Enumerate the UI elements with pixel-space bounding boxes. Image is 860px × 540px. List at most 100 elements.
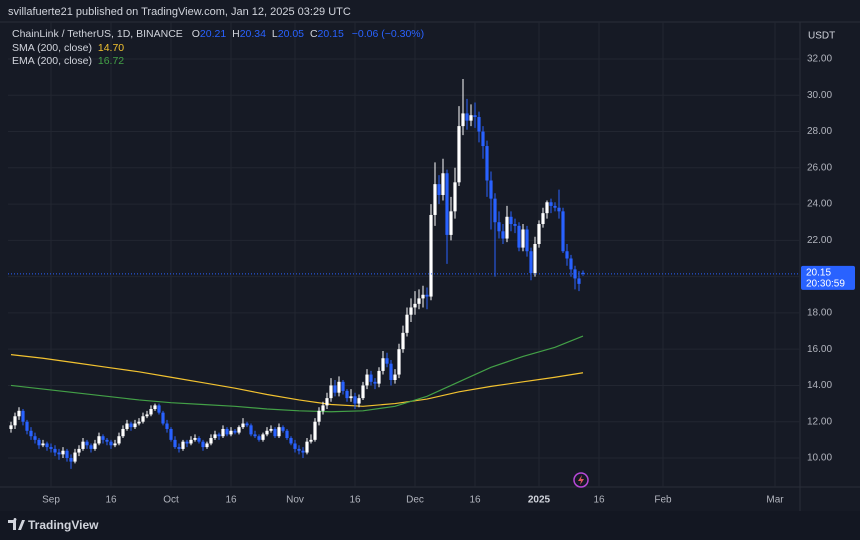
x-tick-label: Nov <box>286 495 304 506</box>
x-tick-label: Oct <box>163 495 179 506</box>
candle-body <box>269 428 273 431</box>
candle-body <box>301 450 305 453</box>
candle-body <box>213 434 217 439</box>
candle-body <box>173 439 177 448</box>
candle-body <box>505 216 509 239</box>
candle-body <box>9 425 13 429</box>
candle-body <box>253 434 257 437</box>
candle-body <box>469 115 473 121</box>
legend-ema: EMA (200, close) 16.72 <box>12 55 124 67</box>
countdown: 20:30:59 <box>806 279 845 290</box>
candle-body <box>225 428 229 435</box>
candle-body <box>413 303 417 308</box>
candle-body <box>553 205 557 208</box>
candle-body <box>157 405 161 413</box>
event-icon[interactable] <box>573 472 589 488</box>
candle-body <box>249 425 253 435</box>
candle-body <box>145 414 149 417</box>
candle-body <box>325 398 329 406</box>
ohlc-value: 20.15 <box>318 28 344 40</box>
candle-body <box>61 450 65 455</box>
candle-body <box>97 436 101 444</box>
candle-body <box>581 272 585 274</box>
candle-body <box>17 410 21 417</box>
candle-body <box>129 423 133 428</box>
candle-body <box>501 231 505 239</box>
candle-body <box>433 184 437 215</box>
candle-body <box>233 430 237 433</box>
candle-body <box>297 448 301 451</box>
x-tick-label: 16 <box>593 495 605 506</box>
candle-body <box>333 385 337 393</box>
legend: ChainLink / TetherUS, 1D, BINANCE O20.21… <box>12 28 424 40</box>
candle-body <box>273 428 277 437</box>
candle-body <box>529 251 533 273</box>
candle-body <box>197 438 201 442</box>
candle-body <box>53 448 57 453</box>
candle-body <box>265 430 269 435</box>
candle-body <box>533 243 537 273</box>
candle-body <box>557 207 561 212</box>
candle-body <box>437 184 441 196</box>
candle-body <box>241 423 245 428</box>
candle-body <box>193 438 197 440</box>
legend-name: EMA (200, close) <box>12 55 92 67</box>
candle-body <box>65 450 69 458</box>
candle-body <box>409 307 413 315</box>
candle-body <box>525 229 529 252</box>
logo[interactable]: TradingView <box>8 518 99 532</box>
candle-body <box>281 427 285 431</box>
candle-body <box>481 131 485 147</box>
candle-body <box>261 434 265 440</box>
candle-body <box>549 202 553 206</box>
candle-body <box>353 396 357 404</box>
ma-line <box>10 335 584 413</box>
candle-body <box>25 421 29 431</box>
candle-body <box>161 412 165 424</box>
candle-body <box>257 436 261 440</box>
candle-body <box>245 423 249 426</box>
last-price-box <box>801 265 855 290</box>
x-tick-label: Sep <box>42 495 60 506</box>
candle-body <box>317 410 321 422</box>
candle-body <box>125 423 129 429</box>
legend-name: SMA (200, close) <box>12 42 92 54</box>
candle-body <box>85 441 89 446</box>
candle-body <box>69 457 73 462</box>
candle-body <box>73 452 77 462</box>
candle-body <box>133 423 137 428</box>
candle-body <box>405 314 409 333</box>
candle-body <box>285 430 289 439</box>
candle-body <box>349 396 353 399</box>
candle-body <box>13 416 17 426</box>
candle-body <box>289 438 293 444</box>
candle-body <box>89 445 93 449</box>
x-tick-label: Dec <box>406 495 424 506</box>
candle-body <box>309 439 313 442</box>
brand[interactable]: TradingView <box>28 518 99 532</box>
candle-body <box>105 439 109 442</box>
candle-body <box>217 434 221 437</box>
candle-body <box>237 427 241 433</box>
candle-body <box>453 182 457 212</box>
ohlc-value: 20.05 <box>278 28 304 40</box>
ohlc-value: 20.34 <box>240 28 266 40</box>
footer-bar <box>0 511 860 540</box>
candle-body <box>141 416 145 422</box>
candle-body <box>41 443 45 446</box>
candle-body <box>113 443 117 446</box>
y-tick-label: 18.00 <box>807 308 832 319</box>
ohlc-label: L <box>272 28 278 40</box>
candle-body <box>45 443 49 448</box>
candle-body <box>509 216 513 225</box>
candle-body <box>521 229 525 248</box>
candle-body <box>445 173 449 235</box>
candle-body <box>429 214 433 297</box>
candle-body <box>369 374 373 382</box>
x-tick-label: 16 <box>349 495 361 506</box>
candle-body <box>385 358 389 364</box>
candle-body <box>329 385 333 399</box>
candle-body <box>425 294 429 297</box>
y-tick-label: 32.00 <box>807 54 832 65</box>
candle-body <box>417 298 421 304</box>
